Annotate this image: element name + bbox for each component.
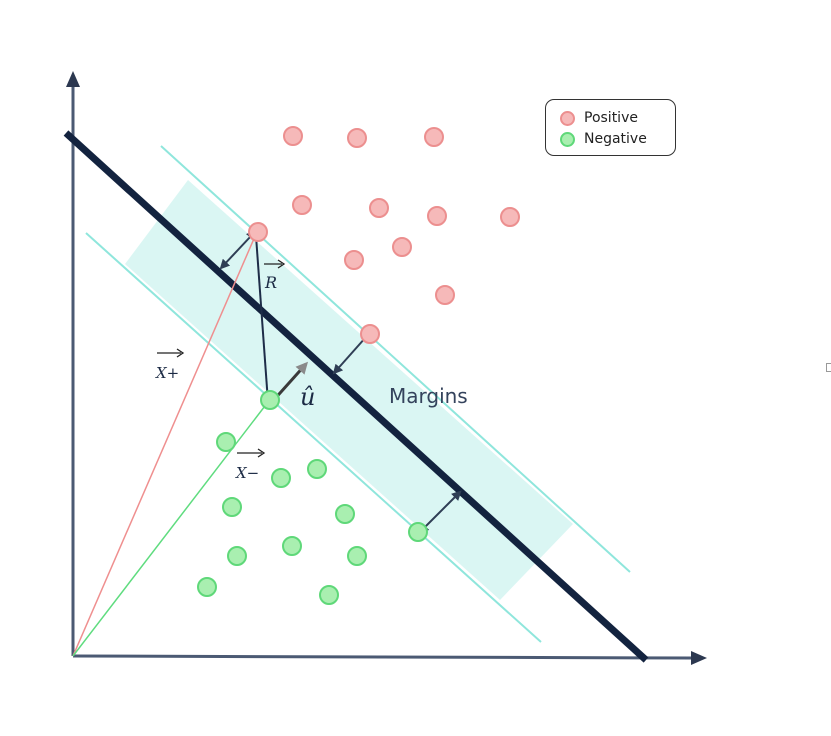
r-vector: [251, 228, 269, 403]
negative-point: [271, 468, 291, 488]
positive-marker-icon: [560, 110, 575, 126]
x-axis-arrowhead: [691, 651, 707, 665]
x-minus-overarrow-head: [257, 448, 266, 458]
lower-margin-line: [85, 232, 542, 643]
negative-point: [227, 546, 247, 566]
positive-point: [360, 324, 380, 344]
legend-negative-label: Negative: [584, 131, 647, 147]
positive-points: [248, 126, 520, 344]
margins-label: Margins: [389, 384, 468, 408]
negative-point: [282, 536, 302, 556]
x-minus-vector: [72, 401, 269, 657]
r-label: R: [264, 273, 277, 292]
positive-point: [344, 250, 364, 270]
x-minus-label-group: X−: [235, 448, 266, 482]
legend-positive-label: Positive: [584, 110, 638, 126]
positive-point: [248, 222, 268, 242]
positive-point: [427, 206, 447, 226]
positive-point: [283, 126, 303, 146]
negative-point: [319, 585, 339, 605]
margin-arrow-2: [332, 331, 372, 375]
positive-point: [500, 207, 520, 227]
negative-point: [307, 459, 327, 479]
negative-point: [408, 522, 428, 542]
r-overarrow-head: [277, 259, 286, 269]
negative-point: [260, 390, 280, 410]
negative-point: [197, 577, 217, 597]
x-plus-vector: [72, 233, 257, 657]
x-plus-label: X+: [155, 364, 179, 382]
positive-point: [424, 127, 444, 147]
y-axis-arrowhead: [66, 71, 80, 87]
positive-point: [347, 128, 367, 148]
r-label-group: R: [264, 259, 286, 292]
edge-marker: [826, 363, 831, 372]
legend-item-positive: Positive: [560, 108, 638, 128]
negative-point: [216, 432, 236, 452]
positive-point: [369, 198, 389, 218]
x-plus-label-group: X+: [155, 348, 185, 382]
negative-point: [222, 497, 242, 517]
x-minus-label: X−: [235, 464, 259, 482]
positive-point: [435, 285, 455, 305]
positive-point: [292, 195, 312, 215]
negative-point: [335, 504, 355, 524]
legend: Positive Negative: [545, 99, 676, 156]
upper-margin-line: [160, 145, 631, 573]
negative-marker-icon: [560, 131, 575, 147]
margin-arrow-1: [219, 230, 257, 270]
negative-point: [347, 546, 367, 566]
x-plus-overarrow-head: [176, 348, 185, 358]
x-axis: [72, 654, 693, 660]
negative-points: [197, 390, 428, 605]
legend-item-negative: Negative: [560, 129, 647, 149]
u-hat-label: û: [300, 383, 315, 411]
hyperplane-line: [63, 130, 649, 663]
positive-point: [392, 237, 412, 257]
